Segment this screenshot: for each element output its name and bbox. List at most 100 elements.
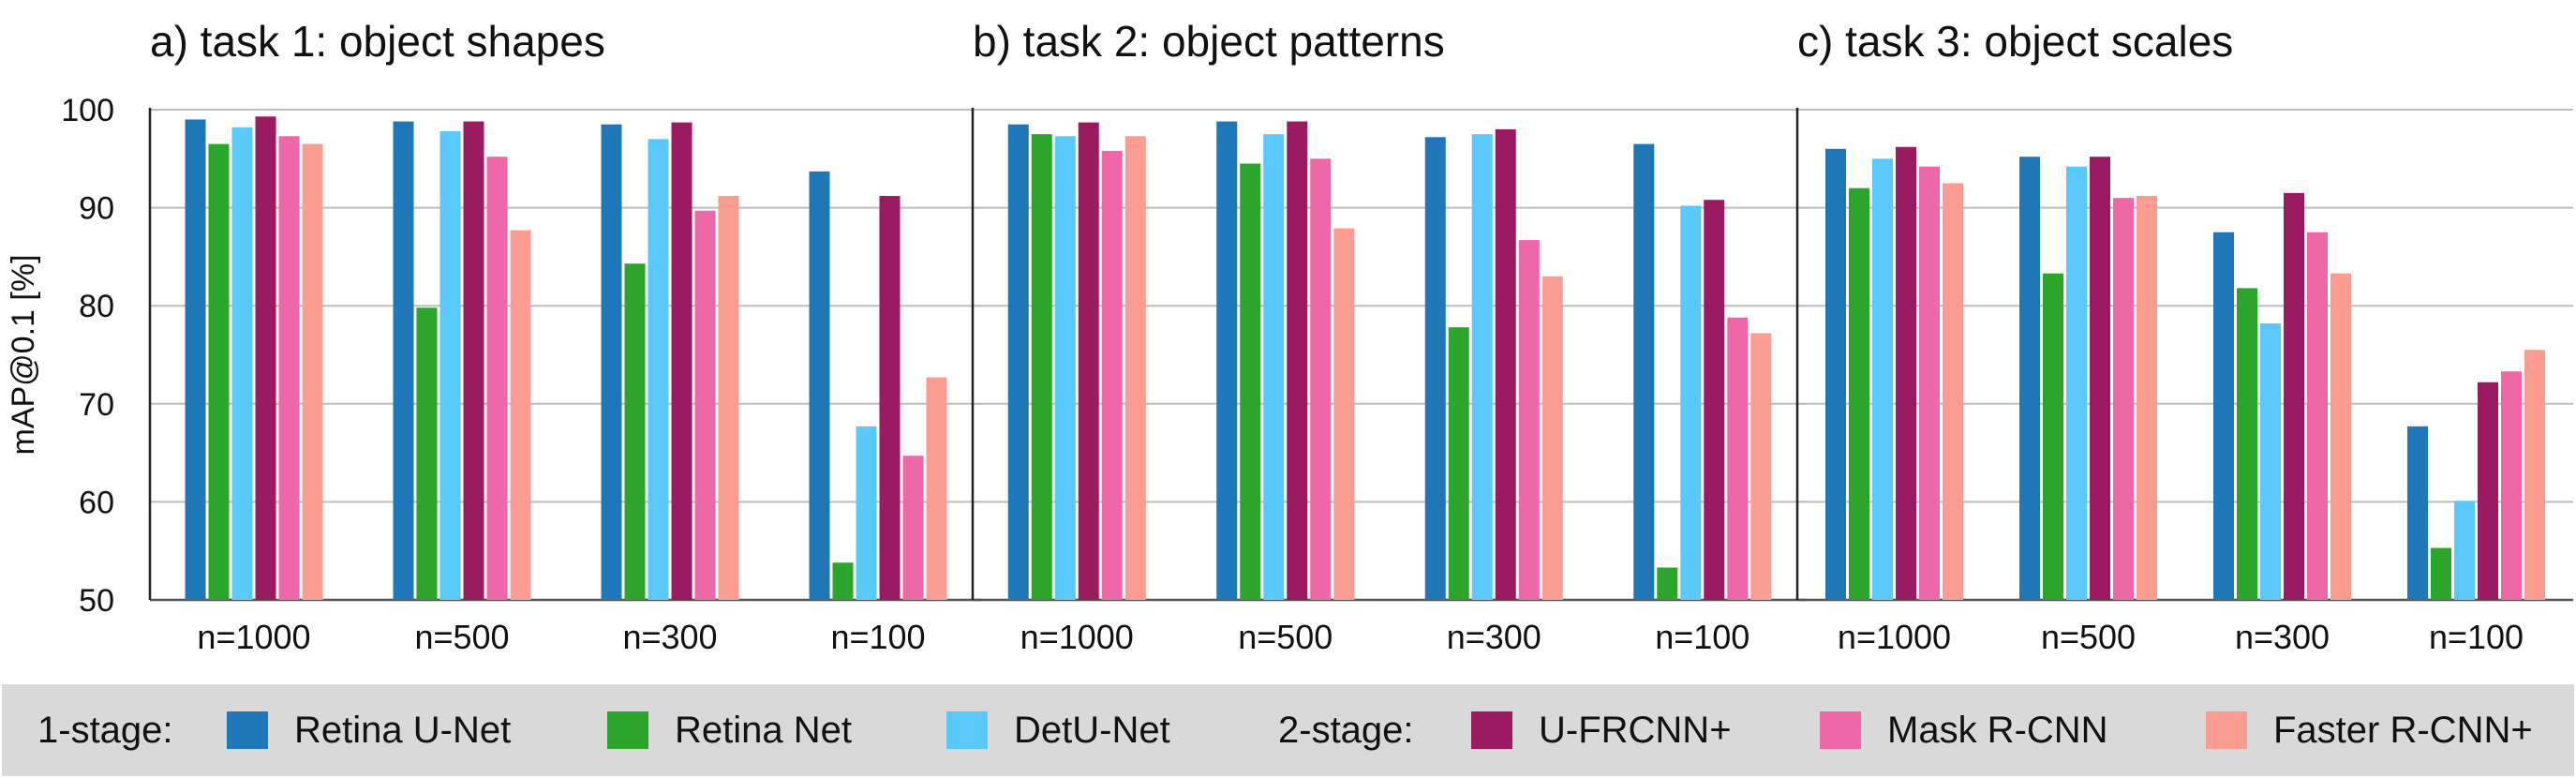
chart-title-1: a) task 1: object shapes	[150, 17, 605, 66]
chart-title-3: c) task 3: object scales	[1797, 17, 2233, 66]
bar-detu-net-n-300	[2260, 323, 2281, 600]
bar-retina-net-n-300	[624, 263, 646, 600]
bar-mask-r-cnn-n-500	[1310, 158, 1332, 601]
y-tick-label-90: 90	[79, 191, 114, 227]
legend-item-u-frcnn: U-FRCNN+	[1471, 684, 1732, 776]
y-tick-label-60: 60	[79, 485, 114, 520]
bar-mask-r-cnn-n-500	[2113, 198, 2134, 600]
bar-retina-net-n-1000	[208, 143, 230, 601]
bar-mask-r-cnn-n-100	[2501, 371, 2522, 600]
legend-swatch-detu-net	[946, 711, 988, 749]
legend-label-mask-r-cnn: Mask R-CNN	[1887, 709, 2108, 751]
bar-u-frcnn-n-1000	[1896, 146, 1916, 601]
x-tick-label-n-500: n=500	[414, 618, 509, 656]
legend-swatch-u-frcnn	[1471, 711, 1512, 749]
legend-swatch-retina-u-net	[227, 711, 268, 749]
legend-row: 1-stage: 2-stage: Retina U-Net Retina Ne…	[2, 684, 2574, 776]
bar-u-frcnn-n-1000	[1078, 122, 1099, 600]
panel-3: c) task 3: object scales n=1000 n=500 n=300…	[1795, 17, 2573, 656]
bar-retina-net-n-300	[1448, 327, 1469, 600]
bar-retina-net-n-500	[1240, 163, 1261, 600]
legend-item-detu-net: DetU-Net	[946, 684, 1170, 776]
bar-u-frcnn-n-500	[1287, 121, 1308, 600]
bar-retina-u-net-n-300	[2213, 232, 2234, 600]
bar-retina-u-net-n-100	[1633, 143, 1655, 601]
bar-detu-net-n-500	[1263, 134, 1285, 600]
legend-label-retina-u-net: Retina U-Net	[294, 709, 512, 751]
x-tick-label-n-100: n=100	[2429, 618, 2524, 656]
bar-retina-net-n-1000	[1849, 187, 1869, 600]
bar-faster-r-cnn-n-1000	[302, 143, 323, 601]
chart-title-2: b) task 2: object patterns	[973, 17, 1445, 66]
bar-u-frcnn-n-100	[1704, 200, 1725, 600]
bar-mask-r-cnn-n-1000	[1919, 166, 1940, 600]
x-tick-label-n-1000: n=1000	[197, 618, 310, 656]
y-tick-label-80: 80	[79, 289, 114, 324]
bar-mask-r-cnn-n-300	[2307, 232, 2328, 600]
bar-faster-r-cnn-n-500	[2137, 196, 2157, 600]
panel-2: b) task 2: object patterns n=1000 n=500 n=3…	[971, 17, 1807, 656]
bar-detu-net-n-300	[1471, 134, 1493, 600]
legend-label-retina-net: Retina Net	[675, 709, 852, 751]
bar-retina-u-net-n-100	[2407, 426, 2428, 600]
legend-item-faster-r-cnn: Faster R-CNN+	[2206, 684, 2533, 776]
legend-label-detu-net: DetU-Net	[1014, 709, 1170, 751]
bar-mask-r-cnn-n-1000	[1101, 150, 1123, 600]
charts-svg: 50 60 70 80 90 100 mAP@0.1 [%] a) task 1: objec…	[6, 17, 2573, 656]
bar-faster-r-cnn-n-300	[718, 196, 739, 600]
bar-detu-net-n-100	[2454, 501, 2475, 600]
bar-retina-net-n-100	[1657, 567, 1678, 600]
bar-retina-net-n-500	[416, 307, 438, 600]
bar-detu-net-n-100	[1680, 205, 1702, 600]
bar-mask-r-cnn-n-100	[902, 456, 924, 600]
bar-retina-u-net-n-1000	[185, 119, 206, 600]
bar-u-frcnn-n-1000	[255, 116, 276, 600]
bar-faster-r-cnn-n-100	[2524, 350, 2545, 600]
legend-swatch-mask-r-cnn	[1820, 711, 1861, 749]
bar-mask-r-cnn-n-500	[486, 157, 508, 600]
bar-detu-net-n-1000	[231, 127, 253, 600]
bar-faster-r-cnn-n-300	[1541, 276, 1563, 600]
legend-item-mask-r-cnn: Mask R-CNN	[1820, 684, 2108, 776]
x-tick-label-n-100: n=100	[830, 618, 925, 656]
bar-mask-r-cnn-n-300	[1518, 240, 1540, 600]
bar-retina-u-net-n-100	[809, 171, 830, 600]
bar-u-frcnn-n-300	[671, 122, 692, 600]
x-tick-label-n-500: n=500	[1238, 618, 1333, 656]
bar-faster-r-cnn-n-1000	[1124, 136, 1146, 600]
legend-1-stage-text: 1-stage:	[37, 709, 173, 751]
x-tick-label-n-300: n=300	[622, 618, 717, 656]
bar-detu-net-n-1000	[1054, 136, 1076, 600]
legend-item-retina-u-net: Retina U-Net	[227, 684, 511, 776]
bar-retina-u-net-n-300	[1424, 137, 1446, 600]
legend-swatch-faster-r-cnn	[2206, 711, 2247, 749]
bar-faster-r-cnn-n-300	[2330, 273, 2351, 600]
bar-mask-r-cnn-n-1000	[278, 136, 300, 600]
x-tick-label-n-300: n=300	[2235, 618, 2330, 656]
legend-group-1-stage-label: 1-stage:	[37, 684, 173, 776]
bar-faster-r-cnn-n-100	[1750, 333, 1772, 600]
legend-swatch-retina-net	[607, 711, 648, 749]
bar-mask-r-cnn-n-100	[1727, 317, 1749, 600]
legend-item-retina-net: Retina Net	[607, 684, 852, 776]
y-tick-label-50: 50	[79, 583, 114, 619]
legend-label-u-frcnn: U-FRCNN+	[1539, 709, 1732, 751]
bar-retina-u-net-n-500	[2019, 157, 2040, 600]
bar-detu-net-n-300	[648, 139, 669, 600]
x-tick-label-n-100: n=100	[1655, 618, 1750, 656]
bar-detu-net-n-500	[2066, 166, 2087, 600]
y-tick-label-100: 100	[61, 93, 114, 128]
bar-retina-u-net-n-1000	[1007, 124, 1029, 600]
bar-u-frcnn-n-300	[1495, 128, 1516, 601]
bar-mask-r-cnn-n-300	[694, 210, 716, 600]
y-axis-label: mAP@0.1 [%]	[6, 254, 41, 455]
x-tick-label-n-1000: n=1000	[1838, 618, 1951, 656]
bar-u-frcnn-n-500	[463, 121, 484, 600]
bar-retina-net-n-1000	[1031, 134, 1052, 600]
panel-1: 50 60 70 80 90 100 mAP@0.1 [%] a) task 1: objec…	[6, 17, 982, 656]
bar-detu-net-n-1000	[1872, 158, 1893, 601]
legend: 1-stage: 2-stage: Retina U-Net Retina Ne…	[2, 684, 2574, 776]
bar-faster-r-cnn-n-1000	[1943, 183, 1963, 600]
bar-retina-u-net-n-1000	[1825, 148, 1846, 600]
bar-u-frcnn-n-500	[2090, 157, 2110, 600]
